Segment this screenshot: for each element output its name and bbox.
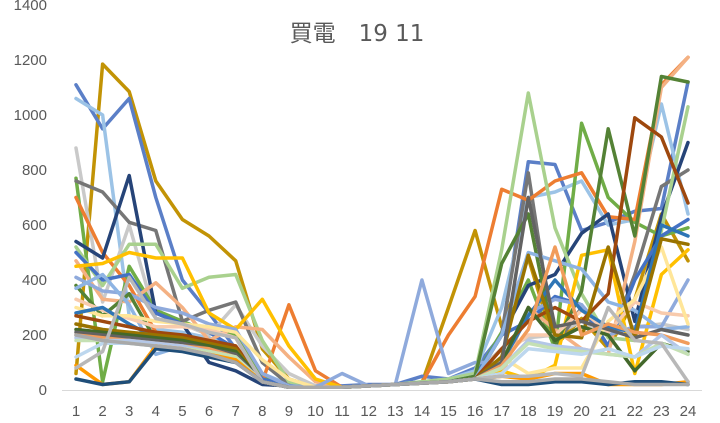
x-tick-label: 6 bbox=[205, 403, 213, 420]
plot-area bbox=[74, 55, 690, 390]
y-tick-label: 1400 bbox=[14, 0, 47, 14]
y-tick-label: 800 bbox=[22, 162, 47, 179]
chart-title: 買電 19 11 bbox=[290, 21, 425, 47]
x-tick-label: 3 bbox=[125, 403, 133, 420]
y-tick-label: 600 bbox=[22, 217, 47, 234]
x-tick-label: 21 bbox=[600, 403, 617, 420]
x-tick-label: 13 bbox=[387, 403, 404, 420]
y-axis: 0 200 400 600 800 1000 1200 1400 bbox=[14, 0, 47, 399]
x-tick-label: 8 bbox=[258, 403, 266, 420]
x-tick-label: 1 bbox=[72, 403, 80, 420]
series-line-10 bbox=[74, 217, 690, 390]
x-tick-label: 10 bbox=[307, 403, 324, 420]
x-tick-label: 15 bbox=[440, 403, 457, 420]
x-tick-label: 22 bbox=[626, 403, 643, 420]
x-tick-label: 20 bbox=[573, 403, 590, 420]
x-tick-label: 23 bbox=[653, 403, 670, 420]
x-tick-label: 9 bbox=[285, 403, 293, 420]
x-tick-label: 2 bbox=[98, 403, 106, 420]
x-tick-label: 14 bbox=[414, 403, 431, 420]
x-tick-label: 19 bbox=[547, 403, 564, 420]
y-tick-label: 400 bbox=[22, 272, 47, 289]
x-tick-label: 11 bbox=[334, 403, 350, 420]
x-tick-label: 5 bbox=[178, 403, 186, 420]
y-tick-label: 1000 bbox=[14, 107, 47, 124]
y-tick-label: 200 bbox=[22, 327, 47, 344]
x-tick-label: 18 bbox=[520, 403, 537, 420]
x-tick-label: 4 bbox=[152, 403, 160, 420]
x-tick-label: 17 bbox=[493, 403, 510, 420]
series-line-30 bbox=[74, 333, 690, 390]
y-tick-label: 0 bbox=[39, 382, 47, 399]
x-tick-label: 12 bbox=[360, 403, 377, 420]
y-tick-label: 1200 bbox=[14, 52, 47, 69]
x-tick-label: 24 bbox=[680, 403, 697, 420]
x-tick-label: 16 bbox=[467, 403, 484, 420]
x-axis: 1 2 3 4 5 6 7 8 9 10 11 12 13 14 15 16 17 18 19 20 21 22 23 24 bbox=[62, 390, 702, 420]
x-tick-label: 7 bbox=[231, 403, 239, 420]
